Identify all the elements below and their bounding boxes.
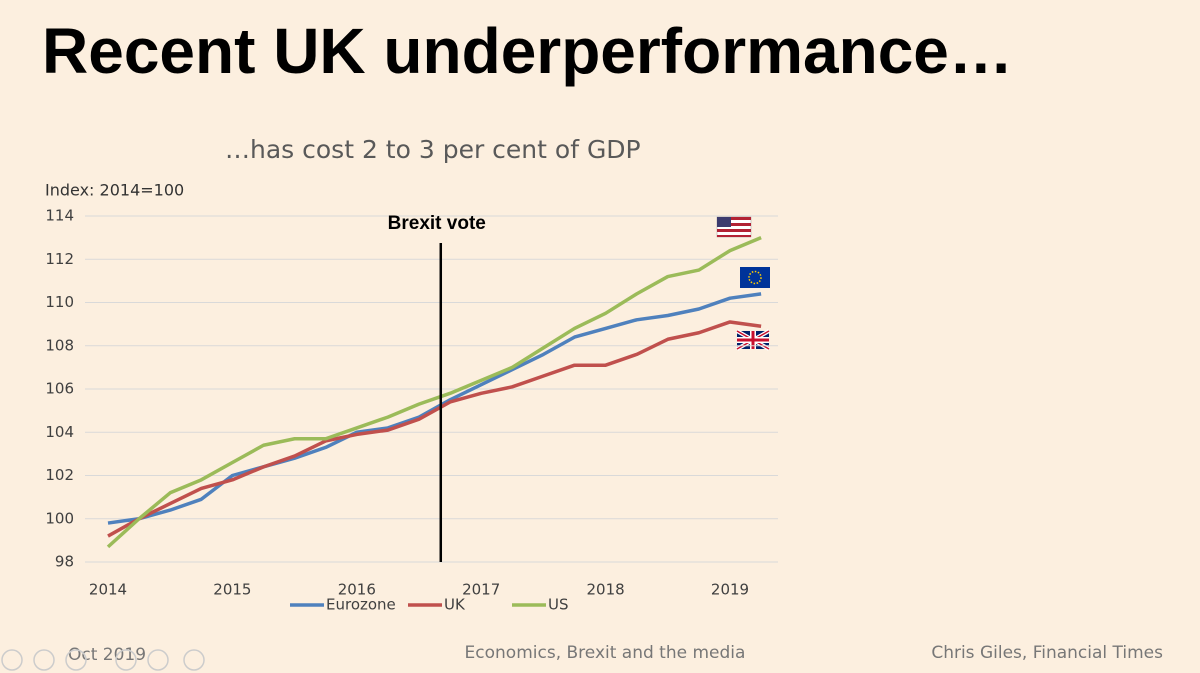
footer-author: Chris Giles, Financial Times [931,643,1163,663]
series-line [107,292,762,525]
legend-label: Eurozone [326,596,396,614]
footer-center: Economics, Brexit and the media [465,643,746,663]
chart-title: …has cost 2 to 3 per cent of GDP [225,135,641,164]
legend-label: US [548,596,569,614]
x-tick-label: 2014 [89,581,127,599]
x-tick-label: 2018 [587,581,625,599]
y-axis-label: Index: 2014=100 [45,181,184,200]
y-tick-label: 100 [45,509,74,527]
slide-title: Recent UK underperformance… [42,15,1013,87]
flag-eu [740,267,770,288]
x-tick-label: 2017 [462,581,500,599]
y-tick-label: 102 [45,466,74,484]
nav-next[interactable] [33,649,55,671]
nav-more[interactable] [183,649,205,671]
x-tick-label: 2019 [711,581,749,599]
y-tick-label: 110 [45,293,74,311]
nav-slides[interactable] [115,649,137,671]
x-tick-label: 2015 [213,581,251,599]
series-line [106,236,762,549]
nav-pen[interactable] [65,649,87,671]
y-tick-label: 114 [45,207,74,225]
series-line [107,320,762,538]
x-tick-label: 2016 [338,581,376,599]
flag-uk [736,329,770,351]
y-tick-label: 98 [55,553,74,571]
y-tick-label: 106 [45,380,74,398]
nav-zoom[interactable] [147,649,169,671]
y-tick-label: 108 [45,336,74,354]
flag-us [716,216,752,238]
nav-icons[interactable] [1,649,205,671]
legend-label: UK [444,596,466,614]
nav-prev[interactable] [1,649,23,671]
y-tick-label: 104 [45,423,74,441]
annotation-label: Brexit vote [388,213,486,234]
y-tick-label: 112 [45,250,74,268]
